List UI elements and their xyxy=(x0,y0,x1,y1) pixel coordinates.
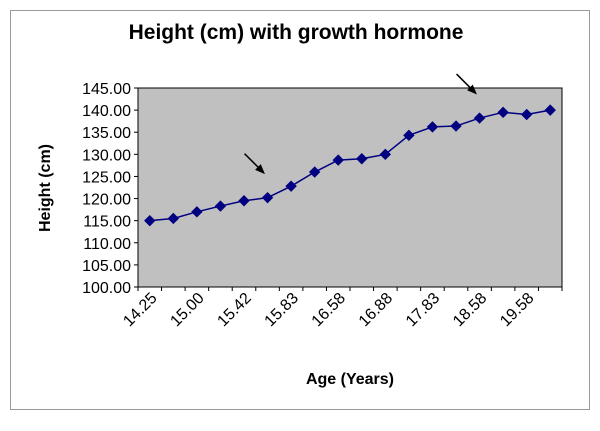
y-tick-label: 140.00 xyxy=(82,103,131,120)
plot-area xyxy=(137,87,563,288)
data-point xyxy=(403,129,415,142)
data-point xyxy=(285,180,297,192)
annotation-arrow xyxy=(456,73,477,95)
y-tick-label: 135.00 xyxy=(82,125,131,142)
x-tick-label: 18.58 xyxy=(450,290,490,330)
y-axis-title: Height (cm) xyxy=(37,144,54,232)
data-point xyxy=(144,214,156,227)
data-point xyxy=(356,153,368,165)
y-tick-label: 125.00 xyxy=(82,169,131,186)
data-point xyxy=(214,200,227,212)
y-tick-label: 105.00 xyxy=(82,258,131,275)
x-axis: 14.25 15.00 15.42 15.83 16.58 16.88 17.83 18.58… xyxy=(120,287,563,330)
x-tick-label: 15.83 xyxy=(262,290,302,330)
x-axis-title: Age (Years) xyxy=(306,371,394,388)
data-point xyxy=(450,120,462,132)
x-tick-label: 16.88 xyxy=(356,290,396,330)
data-point xyxy=(191,206,203,218)
y-tick-label: 120.00 xyxy=(82,192,131,209)
chart-title: Height (cm) with growth hormone xyxy=(129,21,464,44)
x-tick-label: 15.00 xyxy=(167,290,207,330)
data-point xyxy=(332,154,344,166)
y-tick-label: 130.00 xyxy=(82,147,131,164)
annotation-arrow xyxy=(244,153,265,175)
y-axis: 100.00 105.00 110.00 115.00 120.00 125.00 130.… xyxy=(82,81,138,297)
x-tick-label: 17.83 xyxy=(403,290,443,330)
y-tick-label: 100.00 xyxy=(82,280,131,297)
data-point xyxy=(473,112,486,124)
data-point xyxy=(497,106,509,119)
data-point xyxy=(520,108,533,121)
plot-background xyxy=(137,87,563,288)
y-tick-label: 115.00 xyxy=(83,214,131,231)
data-point xyxy=(308,166,321,178)
data-point xyxy=(167,212,180,225)
x-tick-label: 16.58 xyxy=(309,290,349,330)
data-point xyxy=(261,191,274,204)
y-tick-label: 145.00 xyxy=(82,81,131,98)
x-tick-label: 15.42 xyxy=(214,290,254,330)
data-point xyxy=(238,195,250,207)
annotations xyxy=(244,73,477,175)
x-tick-label: 19.58 xyxy=(497,290,537,330)
y-tick-label: 110.00 xyxy=(83,236,131,253)
data-point xyxy=(379,148,392,161)
data-point xyxy=(426,121,439,133)
series-line xyxy=(144,104,556,227)
data-point xyxy=(544,104,556,116)
